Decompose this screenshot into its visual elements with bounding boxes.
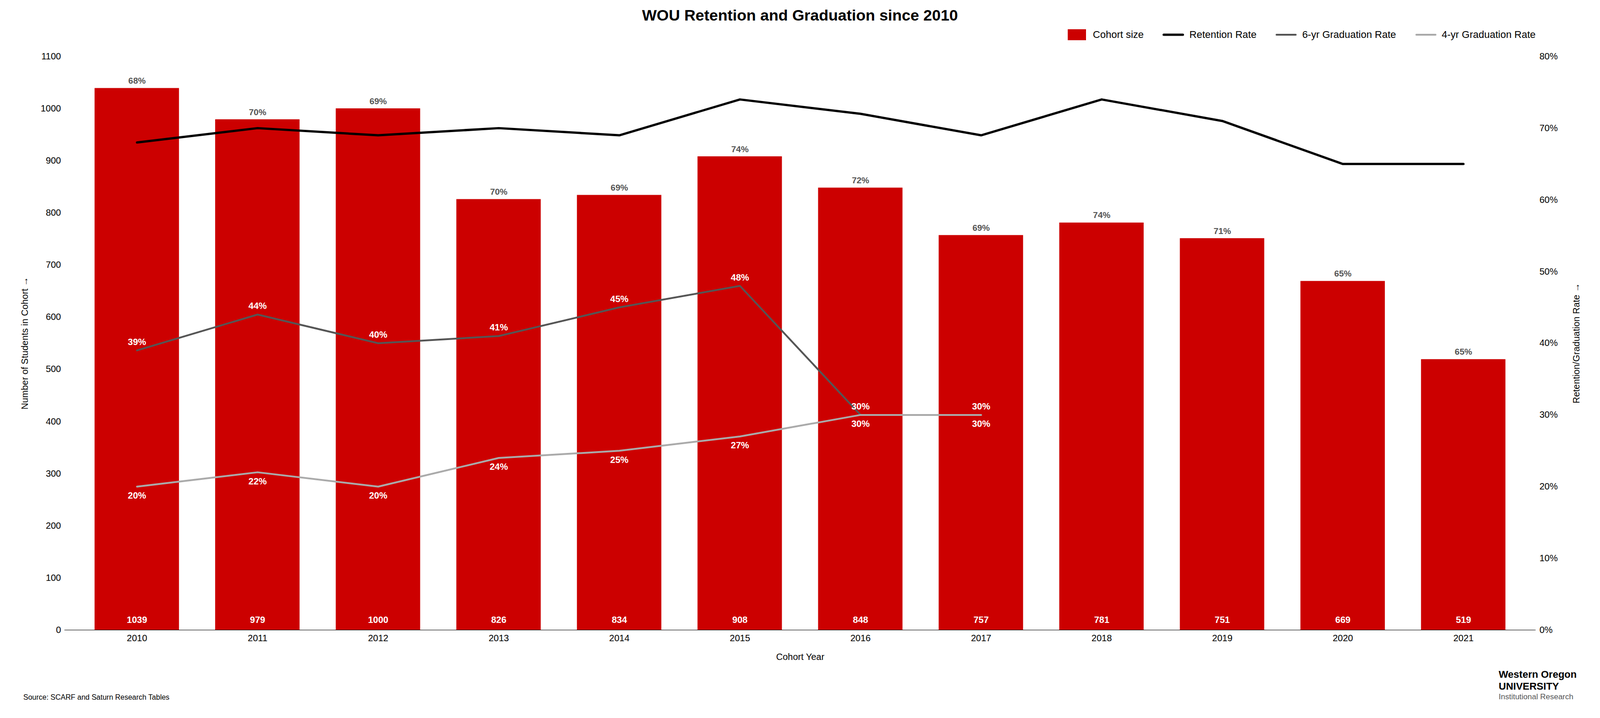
svg-text:41%: 41% (489, 322, 509, 333)
svg-text:70%: 70% (1539, 122, 1558, 133)
svg-text:908: 908 (732, 614, 748, 625)
svg-text:25%: 25% (610, 454, 629, 465)
svg-text:900: 900 (45, 155, 61, 166)
svg-text:826: 826 (491, 614, 507, 625)
svg-text:600: 600 (45, 311, 61, 322)
svg-text:60%: 60% (1539, 194, 1558, 205)
svg-text:74%: 74% (1092, 210, 1111, 220)
html-text:Western Oregon UNIVERSITY: Western Oregon UNIVERSITY (1498, 668, 1577, 692)
svg-text:20%: 20% (1539, 481, 1558, 492)
svg-text:Retention/Graduation Rate →: Retention/Graduation Rate → (1571, 282, 1582, 404)
svg-text:69%: 69% (369, 96, 387, 106)
svg-text:800: 800 (45, 207, 61, 218)
svg-text:2020: 2020 (1332, 632, 1354, 643)
svg-text:700: 700 (45, 259, 61, 270)
svg-text:757: 757 (973, 614, 989, 625)
svg-text:20%: 20% (127, 490, 147, 501)
svg-text:1000: 1000 (40, 103, 62, 114)
svg-text:44%: 44% (248, 300, 267, 311)
html-text:Retention Rate: Retention Rate (1189, 28, 1257, 41)
svg-text:669: 669 (1335, 614, 1351, 625)
svg-text:20%: 20% (369, 490, 388, 501)
svg-text:24%: 24% (489, 461, 509, 472)
svg-text:40%: 40% (369, 329, 388, 340)
svg-text:Cohort Year: Cohort Year (776, 651, 825, 662)
svg-text:2013: 2013 (488, 632, 509, 643)
svg-text:0: 0 (55, 624, 61, 635)
svg-text:2016: 2016 (850, 632, 871, 643)
svg-text:10%: 10% (1539, 552, 1558, 563)
html-text:4-yr Graduation Rate: 4-yr Graduation Rate (1441, 28, 1536, 41)
svg-text:200: 200 (45, 520, 61, 531)
svg-text:2019: 2019 (1212, 632, 1233, 643)
svg-text:1000: 1000 (367, 614, 389, 625)
svg-text:30%: 30% (851, 401, 870, 412)
svg-text:2017: 2017 (970, 632, 991, 643)
svg-text:1039: 1039 (127, 614, 148, 625)
svg-text:0%: 0% (1539, 624, 1553, 635)
svg-text:Number of Students in Cohort →: Number of Students in Cohort → (19, 276, 30, 410)
svg-text:100: 100 (45, 572, 61, 583)
svg-text:781: 781 (1094, 614, 1110, 625)
svg-text:400: 400 (45, 416, 61, 427)
svg-text:2014: 2014 (609, 632, 630, 643)
svg-text:519: 519 (1455, 614, 1471, 625)
html-text:Source: SCARF and Saturn Resea: Source: SCARF and Saturn Research Tables (23, 693, 170, 701)
svg-text:751: 751 (1214, 614, 1230, 625)
svg-text:80%: 80% (1539, 51, 1558, 62)
svg-text:834: 834 (611, 614, 628, 625)
svg-text:300: 300 (45, 468, 61, 479)
svg-text:30%: 30% (971, 401, 991, 412)
svg-text:30%: 30% (971, 418, 991, 429)
svg-text:68%: 68% (128, 75, 146, 86)
svg-text:69%: 69% (972, 222, 990, 233)
svg-text:2010: 2010 (127, 632, 148, 643)
html-text:6-yr Graduation Rate: 6-yr Graduation Rate (1302, 28, 1397, 41)
svg-text:50%: 50% (1539, 266, 1558, 277)
svg-text:65%: 65% (1454, 346, 1473, 357)
svg-text:48%: 48% (731, 272, 750, 283)
svg-text:72%: 72% (851, 175, 869, 186)
svg-text:1100: 1100 (41, 51, 61, 62)
svg-text:40%: 40% (1539, 337, 1558, 348)
svg-text:22%: 22% (248, 476, 267, 487)
svg-text:74%: 74% (731, 144, 749, 154)
svg-text:30%: 30% (1539, 409, 1558, 420)
svg-text:70%: 70% (490, 186, 508, 197)
html-text:Institutional Research: Institutional Research (1498, 692, 1574, 701)
svg-text:979: 979 (249, 614, 265, 625)
svg-text:848: 848 (852, 614, 869, 625)
svg-text:2018: 2018 (1091, 632, 1113, 643)
svg-text:39%: 39% (127, 336, 147, 347)
svg-text:500: 500 (45, 363, 61, 374)
svg-text:70%: 70% (249, 107, 267, 117)
svg-text:2015: 2015 (729, 632, 751, 643)
svg-text:69%: 69% (610, 182, 629, 193)
html-text:WOU Retention and Graduation s: WOU Retention and Graduation since 2010 (642, 6, 958, 24)
html-text:Cohort size: Cohort size (1092, 28, 1144, 41)
svg-text:2012: 2012 (367, 632, 389, 643)
svg-text:65%: 65% (1334, 268, 1352, 279)
svg-text:45%: 45% (610, 293, 629, 304)
svg-text:2021: 2021 (1453, 632, 1474, 643)
svg-text:27%: 27% (731, 439, 750, 451)
svg-text:2011: 2011 (247, 632, 268, 643)
svg-text:71%: 71% (1213, 226, 1231, 236)
svg-text:30%: 30% (851, 418, 870, 429)
